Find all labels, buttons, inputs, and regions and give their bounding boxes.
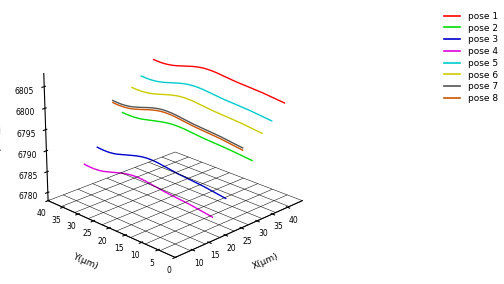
X-axis label: X(μm): X(μm) <box>251 251 280 271</box>
Legend: pose 1, pose 2, pose 3, pose 4, pose 5, pose 6, pose 7, pose 8: pose 1, pose 2, pose 3, pose 4, pose 5, … <box>443 10 499 105</box>
Y-axis label: Y(μm): Y(μm) <box>71 251 99 271</box>
